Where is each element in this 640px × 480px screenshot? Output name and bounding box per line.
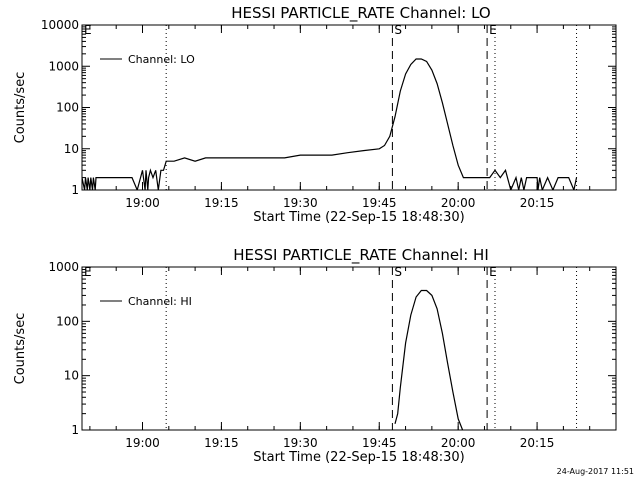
x-tick-label: 20:00 [441,196,476,210]
time-marker-label: E [84,23,92,37]
x-tick-label: 19:30 [283,196,318,210]
x-tick-label: 19:45 [362,196,397,210]
y-tick-label: 1 [71,423,79,437]
y-tick-label: 1000 [48,260,79,274]
x-axis-label: Start Time (22-Sep-15 18:48:30) [253,450,464,465]
y-tick-label: 10000 [41,18,79,32]
chart-title: HESSI PARTICLE_RATE Channel: HI [233,246,489,265]
chart-panel-2: HESSI PARTICLE_RATE Channel: HI 1 10 100 100… [13,246,617,465]
x-tick-label: 19:15 [204,196,239,210]
y-axis-label: Counts/sec [13,72,28,144]
plot-frame [81,266,617,431]
series-line-channel-lo [82,58,578,190]
legend-entry: Channel: HI [128,295,192,308]
y-tick-label: 1000 [48,59,79,73]
x-axis-label: Start Time (22-Sep-15 18:48:30) [253,210,464,225]
series-line-channel-hi [394,289,464,430]
y-tick-label: 100 [56,101,79,115]
time-marker-label: S [394,265,402,279]
y-axis-label: Counts/sec [13,313,28,385]
legend: Channel: LO [100,53,195,66]
x-tick-label: 20:15 [520,436,555,450]
chart-panel-1: HESSI PARTICLE_RATE Channel: LO 1 10 100 100… [13,4,617,225]
x-tick-label: 19:30 [283,436,318,450]
time-marker-label: S [394,23,402,37]
plot-frame [81,24,617,191]
y-tick-label: 10 [64,369,79,383]
x-tick-label: 19:45 [362,436,397,450]
legend: Channel: HI [100,295,192,308]
time-marker-label: E [489,265,497,279]
legend-entry: Channel: LO [128,53,195,66]
x-tick-label: 19:00 [125,436,160,450]
x-tick-label: 20:00 [441,436,476,450]
time-marker-label: E [84,265,92,279]
y-tick-label: 10 [64,142,79,156]
y-tick-label: 1 [71,183,79,197]
y-tick-label: 100 [56,314,79,328]
x-tick-label: 20:15 [520,196,555,210]
time-marker-label: E [489,23,497,37]
chart-title: HESSI PARTICLE_RATE Channel: LO [231,4,490,23]
timestamp-stamp: 24-Aug-2017 11:51 [556,467,634,476]
x-tick-label: 19:00 [125,196,160,210]
x-tick-label: 19:15 [204,436,239,450]
